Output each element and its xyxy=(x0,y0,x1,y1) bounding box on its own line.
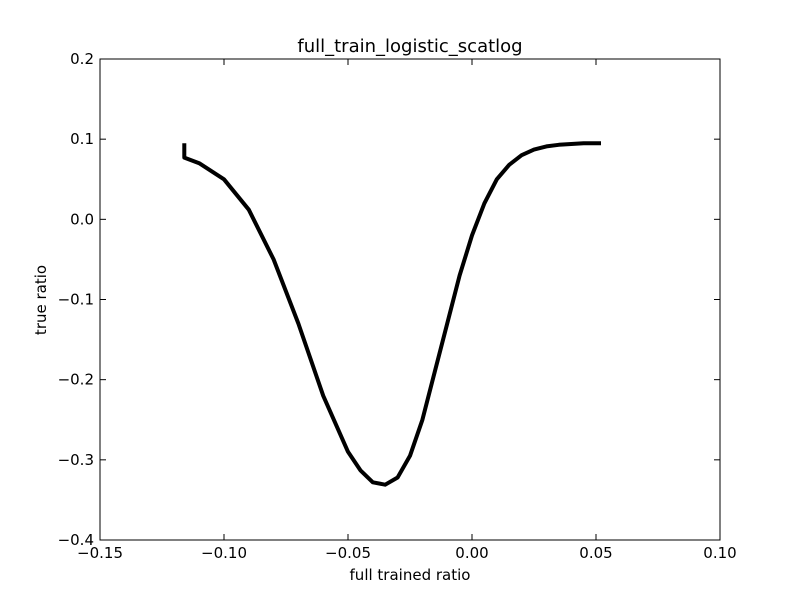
y-tick-label: 0.1 xyxy=(70,130,94,148)
plot-frame xyxy=(99,58,721,541)
y-tick-label: −0.4 xyxy=(58,531,94,549)
y-tick-label: 0.0 xyxy=(70,210,94,228)
x-tick-label: 0.10 xyxy=(703,544,736,562)
y-tick-label: −0.3 xyxy=(58,451,94,469)
series-line xyxy=(182,141,601,487)
x-tick-label: 0.05 xyxy=(579,544,612,562)
y-tick-label: −0.1 xyxy=(58,291,94,309)
y-tick-label: 0.2 xyxy=(70,50,94,68)
x-tick-label: 0.00 xyxy=(455,544,488,562)
y-axis-label: true ratio xyxy=(32,265,50,335)
chart-title: full_train_logistic_scatlog xyxy=(297,36,522,57)
x-tick-label: −0.15 xyxy=(77,544,123,562)
x-tick-label: −0.10 xyxy=(201,544,247,562)
x-tick-label: −0.05 xyxy=(325,544,371,562)
x-axis-label: full trained ratio xyxy=(350,566,471,584)
axis-ticks: −0.15 −0.10 −0.05 0.00 0.05 0.10 −0.4 −0.3 −0.2 −… xyxy=(58,50,737,562)
plot-area xyxy=(182,141,601,487)
y-tick-label: −0.2 xyxy=(58,371,94,389)
